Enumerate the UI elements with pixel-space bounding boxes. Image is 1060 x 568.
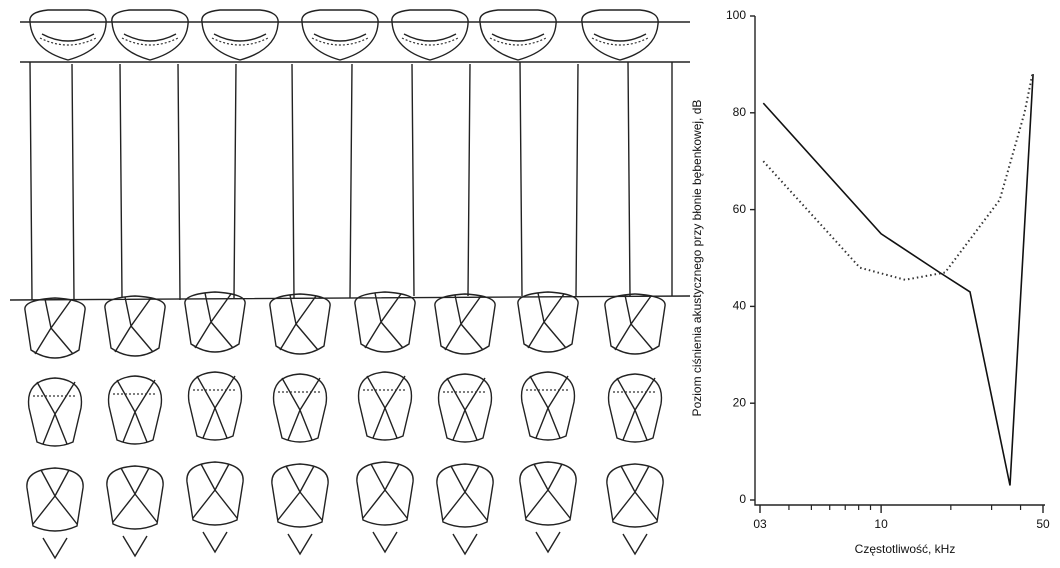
cell-drawing xyxy=(9,9,691,559)
y-tick-label: 40 xyxy=(733,299,747,313)
data-line xyxy=(762,73,1034,281)
y-tick-label: 0 xyxy=(739,492,746,506)
y-tick-label: 100 xyxy=(726,8,746,22)
x-axis-label: Częstotliwość, kHz xyxy=(855,542,956,556)
y-axis-label: Poziom ciśnienia akustycznego przy błoni… xyxy=(690,100,704,417)
y-tick-label: 60 xyxy=(733,202,747,216)
axes xyxy=(754,16,1045,506)
y-tick-label: 80 xyxy=(733,105,747,119)
x-tick-label: 50 xyxy=(1036,517,1050,531)
data-line xyxy=(762,74,1034,486)
chart: Poziom ciśnienia akustycznego przy błoni… xyxy=(690,16,1045,556)
x-tick-label: 10 xyxy=(874,517,888,531)
x-tick-label: 03 xyxy=(753,517,767,531)
y-tick-label: 20 xyxy=(733,395,747,409)
